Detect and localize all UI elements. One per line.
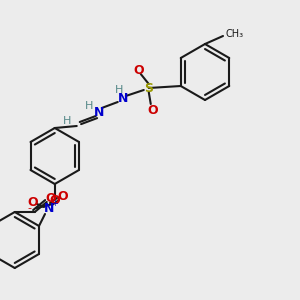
- Text: -: -: [27, 203, 31, 213]
- Text: O: O: [147, 103, 158, 116]
- Text: N: N: [94, 106, 104, 118]
- Text: N: N: [44, 202, 54, 214]
- Text: O: O: [28, 196, 38, 208]
- Text: S: S: [144, 82, 153, 94]
- Text: H: H: [115, 85, 123, 95]
- Text: O: O: [45, 191, 56, 205]
- Text: O: O: [58, 190, 68, 202]
- Text: O: O: [50, 194, 60, 208]
- Text: O: O: [134, 64, 144, 76]
- Text: H: H: [63, 116, 71, 126]
- Text: CH₃: CH₃: [225, 29, 243, 39]
- Text: N: N: [118, 92, 128, 104]
- Text: +: +: [52, 200, 58, 208]
- Text: H: H: [85, 101, 93, 111]
